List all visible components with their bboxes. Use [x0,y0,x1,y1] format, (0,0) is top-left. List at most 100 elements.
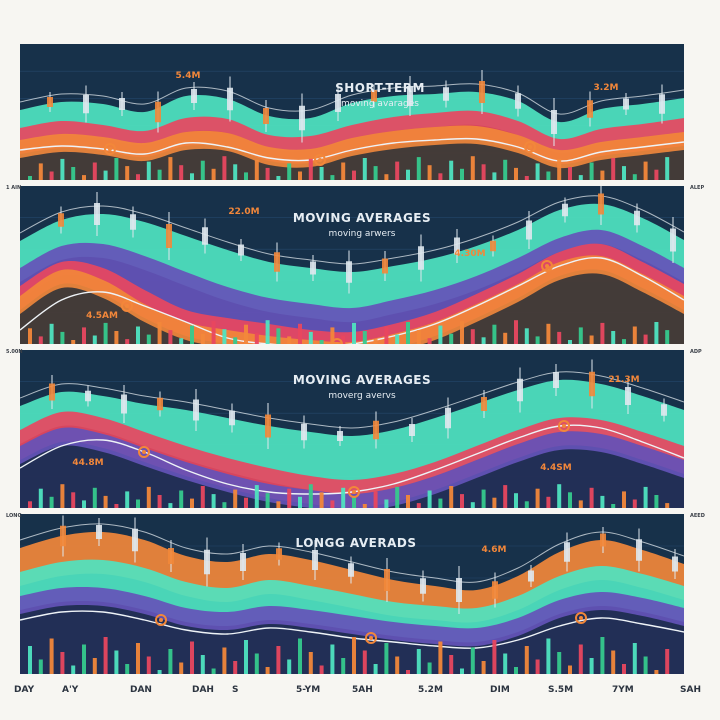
candle-body [119,98,125,110]
value-annotation: 4.4SM [540,463,571,473]
panel-1-plot [20,70,684,180]
volume-bar [665,503,670,508]
panel-2: MOVING AVERAGES moving arwers 22.0M 4.30M 4.… [6,185,704,344]
volume-bar [308,331,313,344]
candle-body [191,89,197,103]
volume-bar [481,337,486,344]
volume-bar [438,641,443,674]
panel-3-left-label: 5.00N [6,349,23,355]
white-ma-line-2 [20,256,684,344]
panel-2-right-label: ALEP [690,185,704,191]
candle-body [263,108,269,124]
volume-bar [146,486,151,508]
x-axis-tick-label: DIM [490,685,510,695]
volume-bar [611,331,616,344]
volume-bar [384,643,389,674]
value-annotation: 22.0M [228,207,259,217]
candle-body [371,90,377,102]
volume-bar [38,336,43,344]
marker-circle [558,420,570,432]
volume-bar [503,653,508,674]
candle-body [193,399,199,421]
volume-bar [406,322,410,344]
volume-bar [200,486,205,508]
marker-circle [365,632,377,644]
volume-bar [265,493,270,508]
volume-bar [362,504,367,508]
x-axis-tick-label: DAH [192,685,214,695]
volume-bar [330,500,335,508]
x-axis-tick-label: DAN [130,685,152,695]
candle-body [481,397,487,411]
volume-bar [276,328,281,344]
panel-4-plot [20,515,684,674]
x-axis-tick-label: 5-YM [296,685,320,695]
volume-bar [352,322,356,344]
volume-bar [287,163,292,180]
volume-bar [319,665,324,674]
panel-3-title: MOVING AVERAGES [293,373,431,387]
marker-dot [335,342,339,344]
volume-bar [492,497,497,508]
volume-bar [460,168,464,180]
volume-bar [82,644,86,674]
volume-bar [352,495,356,508]
x-axis-tick-label: S.5M [548,685,573,695]
volume-bar [233,661,238,674]
volume-bar [492,640,497,674]
volume-bar [622,664,626,674]
volume-bar [341,335,346,344]
volume-bar [287,659,292,674]
volume-bar [298,171,302,180]
volume-bar [125,339,130,344]
candle-body [49,383,55,401]
volume-bar [330,175,335,180]
volume-bar [28,501,32,508]
volume-bar [352,170,356,180]
candle-body [337,431,343,441]
volume-bar [190,173,194,180]
candle-body [47,97,53,107]
volume-bar [589,162,594,180]
volume-bar [632,326,637,344]
x-axis-tick-label: 5AH [352,685,373,695]
volume-bar [276,176,281,180]
volume-bar [632,174,637,180]
marker-circle [575,612,587,624]
candle-body [625,387,631,405]
volume-bar [514,167,518,180]
marker-dot [125,304,129,308]
volume-bar [665,649,670,674]
volume-bar [200,160,205,180]
volume-bar [114,158,119,180]
volume-bar [341,658,346,674]
candle-body [301,423,307,441]
volume-bar [449,655,454,674]
marker-dot [562,424,566,428]
candle-body [168,548,174,564]
candle-body [85,390,91,402]
panel-2-left-label: 1 AIN [6,185,21,191]
candle-body [166,224,172,248]
volume-bar [190,498,194,508]
volume-bar [211,168,216,180]
volume-bar [330,644,335,674]
volume-bar [103,495,108,508]
volume-bar [622,491,626,508]
candle-body [238,244,244,256]
volume-bar [114,650,119,674]
volume-bar [427,338,432,344]
volume-bar [524,176,529,180]
volume-bar [298,323,302,344]
volume-bar [200,333,205,344]
candle-body [274,252,280,272]
marker-dot [579,616,583,620]
volume-bar [449,486,454,508]
candle-body [60,525,66,547]
marker-circle [121,300,133,312]
volume-bar [665,157,670,180]
volume-bar [200,655,205,674]
volume-bar [503,159,508,180]
volume-bar [244,497,248,508]
volume-bar [384,326,389,344]
